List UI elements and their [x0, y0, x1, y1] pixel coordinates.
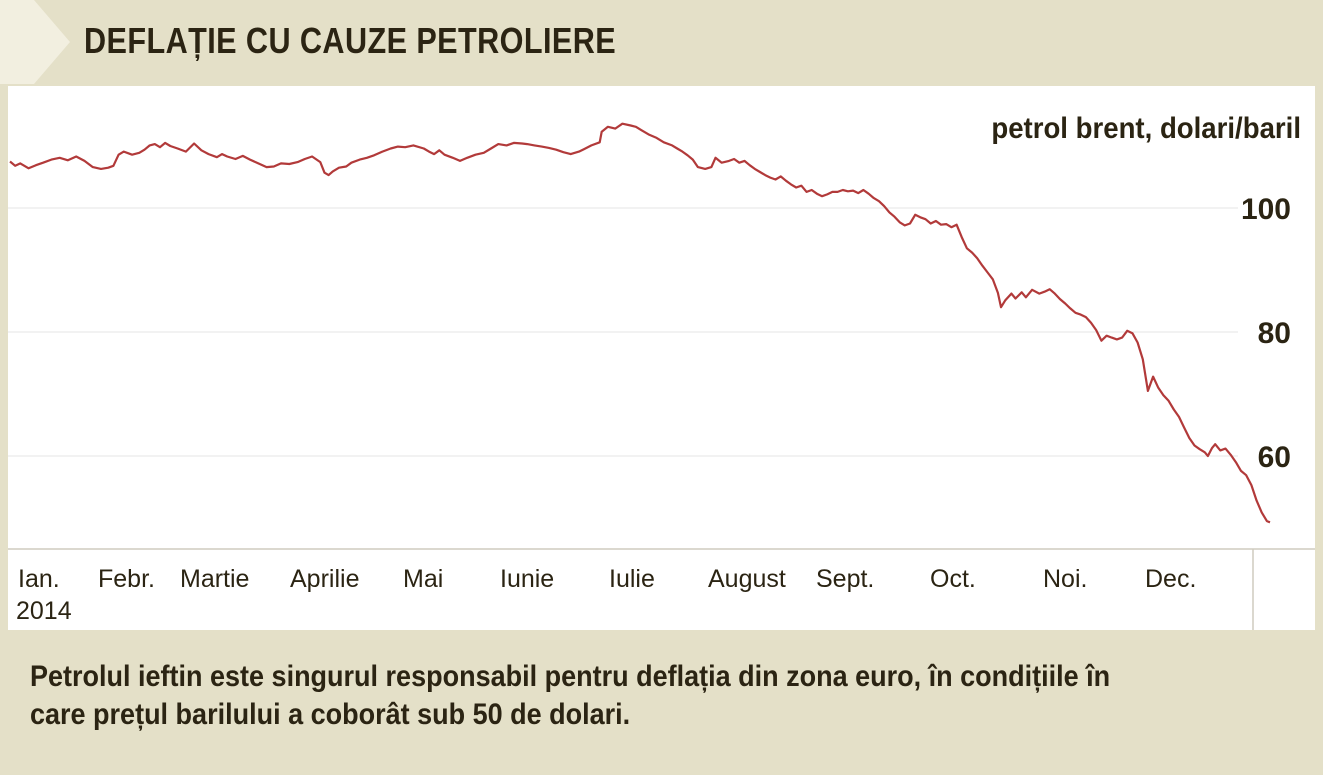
- x-tick-label: August: [708, 565, 786, 593]
- y-axis-title: petrol brent, dolari/baril: [991, 112, 1301, 145]
- y-tick-label: 100: [1241, 193, 1291, 226]
- x-tick-label: Sept.: [816, 565, 874, 593]
- line-chart: petrol brent, dolari/baril 100 80 60 Ian. 2…: [8, 112, 1315, 630]
- y-tick-label: 80: [1258, 317, 1291, 350]
- chart-panel: petrol brent, dolari/baril 100 80 60 Ian. 2…: [8, 86, 1315, 630]
- x-tick-label: Iulie: [609, 565, 655, 593]
- x-tick-label: Martie: [180, 565, 249, 593]
- x-tick-label: Febr.: [98, 565, 155, 593]
- x-tick-label: Ian.: [18, 565, 60, 593]
- x-tick-label: Oct.: [930, 565, 976, 593]
- y-tick-labels: 100 80 60: [1241, 193, 1291, 474]
- x-tick-label: Noi.: [1043, 565, 1087, 593]
- x-tick-labels: Ian. 2014 Febr. Martie Aprilie Mai Iunie Iulie A…: [16, 565, 1196, 625]
- x-tick-label: Iunie: [500, 565, 554, 593]
- x-tick-label: Aprilie: [290, 565, 359, 593]
- y-tick-label: 60: [1258, 441, 1291, 474]
- x-tick-sublabel: 2014: [16, 597, 72, 625]
- chart-axes: [8, 548, 1315, 630]
- page-title: DEFLAȚIE CU CAUZE PETROLIERE: [84, 20, 617, 61]
- chart-grid: [8, 207, 1238, 457]
- header-arrow-icon: [0, 0, 70, 84]
- x-tick-label: Mai: [403, 565, 443, 593]
- chart-caption: Petrolul ieftin este singurul responsabi…: [30, 660, 1111, 731]
- x-tick-label: Dec.: [1145, 565, 1196, 593]
- brent-price-line: [9, 122, 1271, 524]
- x-axis-band: [8, 548, 1315, 630]
